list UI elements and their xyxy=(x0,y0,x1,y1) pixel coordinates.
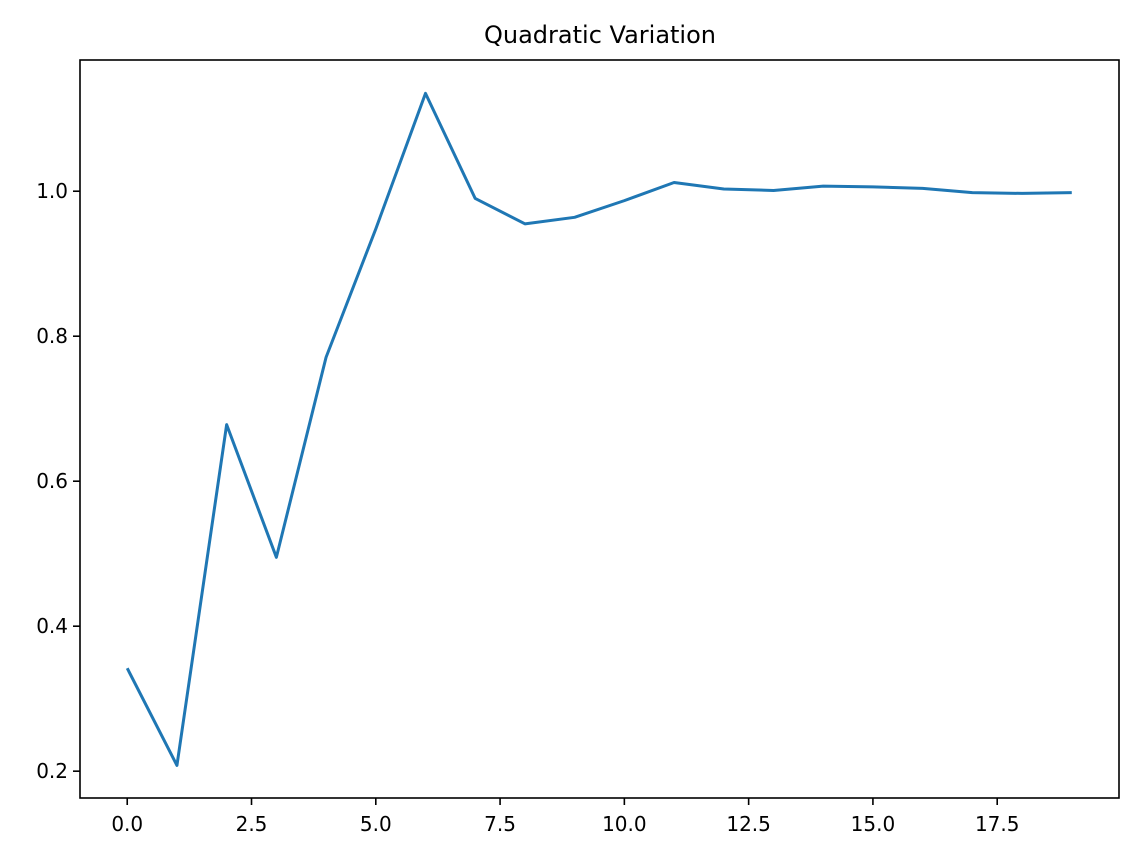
x-tick-label: 2.5 xyxy=(236,812,268,836)
axes: 0.0 2.5 5.0 7.5 10.0 12.5 15.0 17.5 0.2 0.4 0.6 0.8… xyxy=(36,179,1019,836)
series-layer xyxy=(125,91,1072,767)
chart-title: Quadratic Variation xyxy=(484,21,716,49)
x-tick-label: 7.5 xyxy=(484,812,516,836)
x-tick-label: 15.0 xyxy=(851,812,896,836)
x-tick-label: 12.5 xyxy=(726,812,771,836)
x-tick-label: 17.5 xyxy=(975,812,1020,836)
x-tick-label: 5.0 xyxy=(360,812,392,836)
plot-frame xyxy=(79,59,1120,799)
x-tick-label: 10.0 xyxy=(602,812,647,836)
y-tick-label: 0.2 xyxy=(36,759,68,783)
y-tick-label: 0.4 xyxy=(36,614,68,638)
y-tick-label: 0.8 xyxy=(36,324,68,348)
y-tick-label: 1.0 xyxy=(36,179,68,203)
series-line xyxy=(125,91,1072,767)
y-tick-label: 0.6 xyxy=(36,469,68,493)
x-tick-label: 0.0 xyxy=(111,812,143,836)
